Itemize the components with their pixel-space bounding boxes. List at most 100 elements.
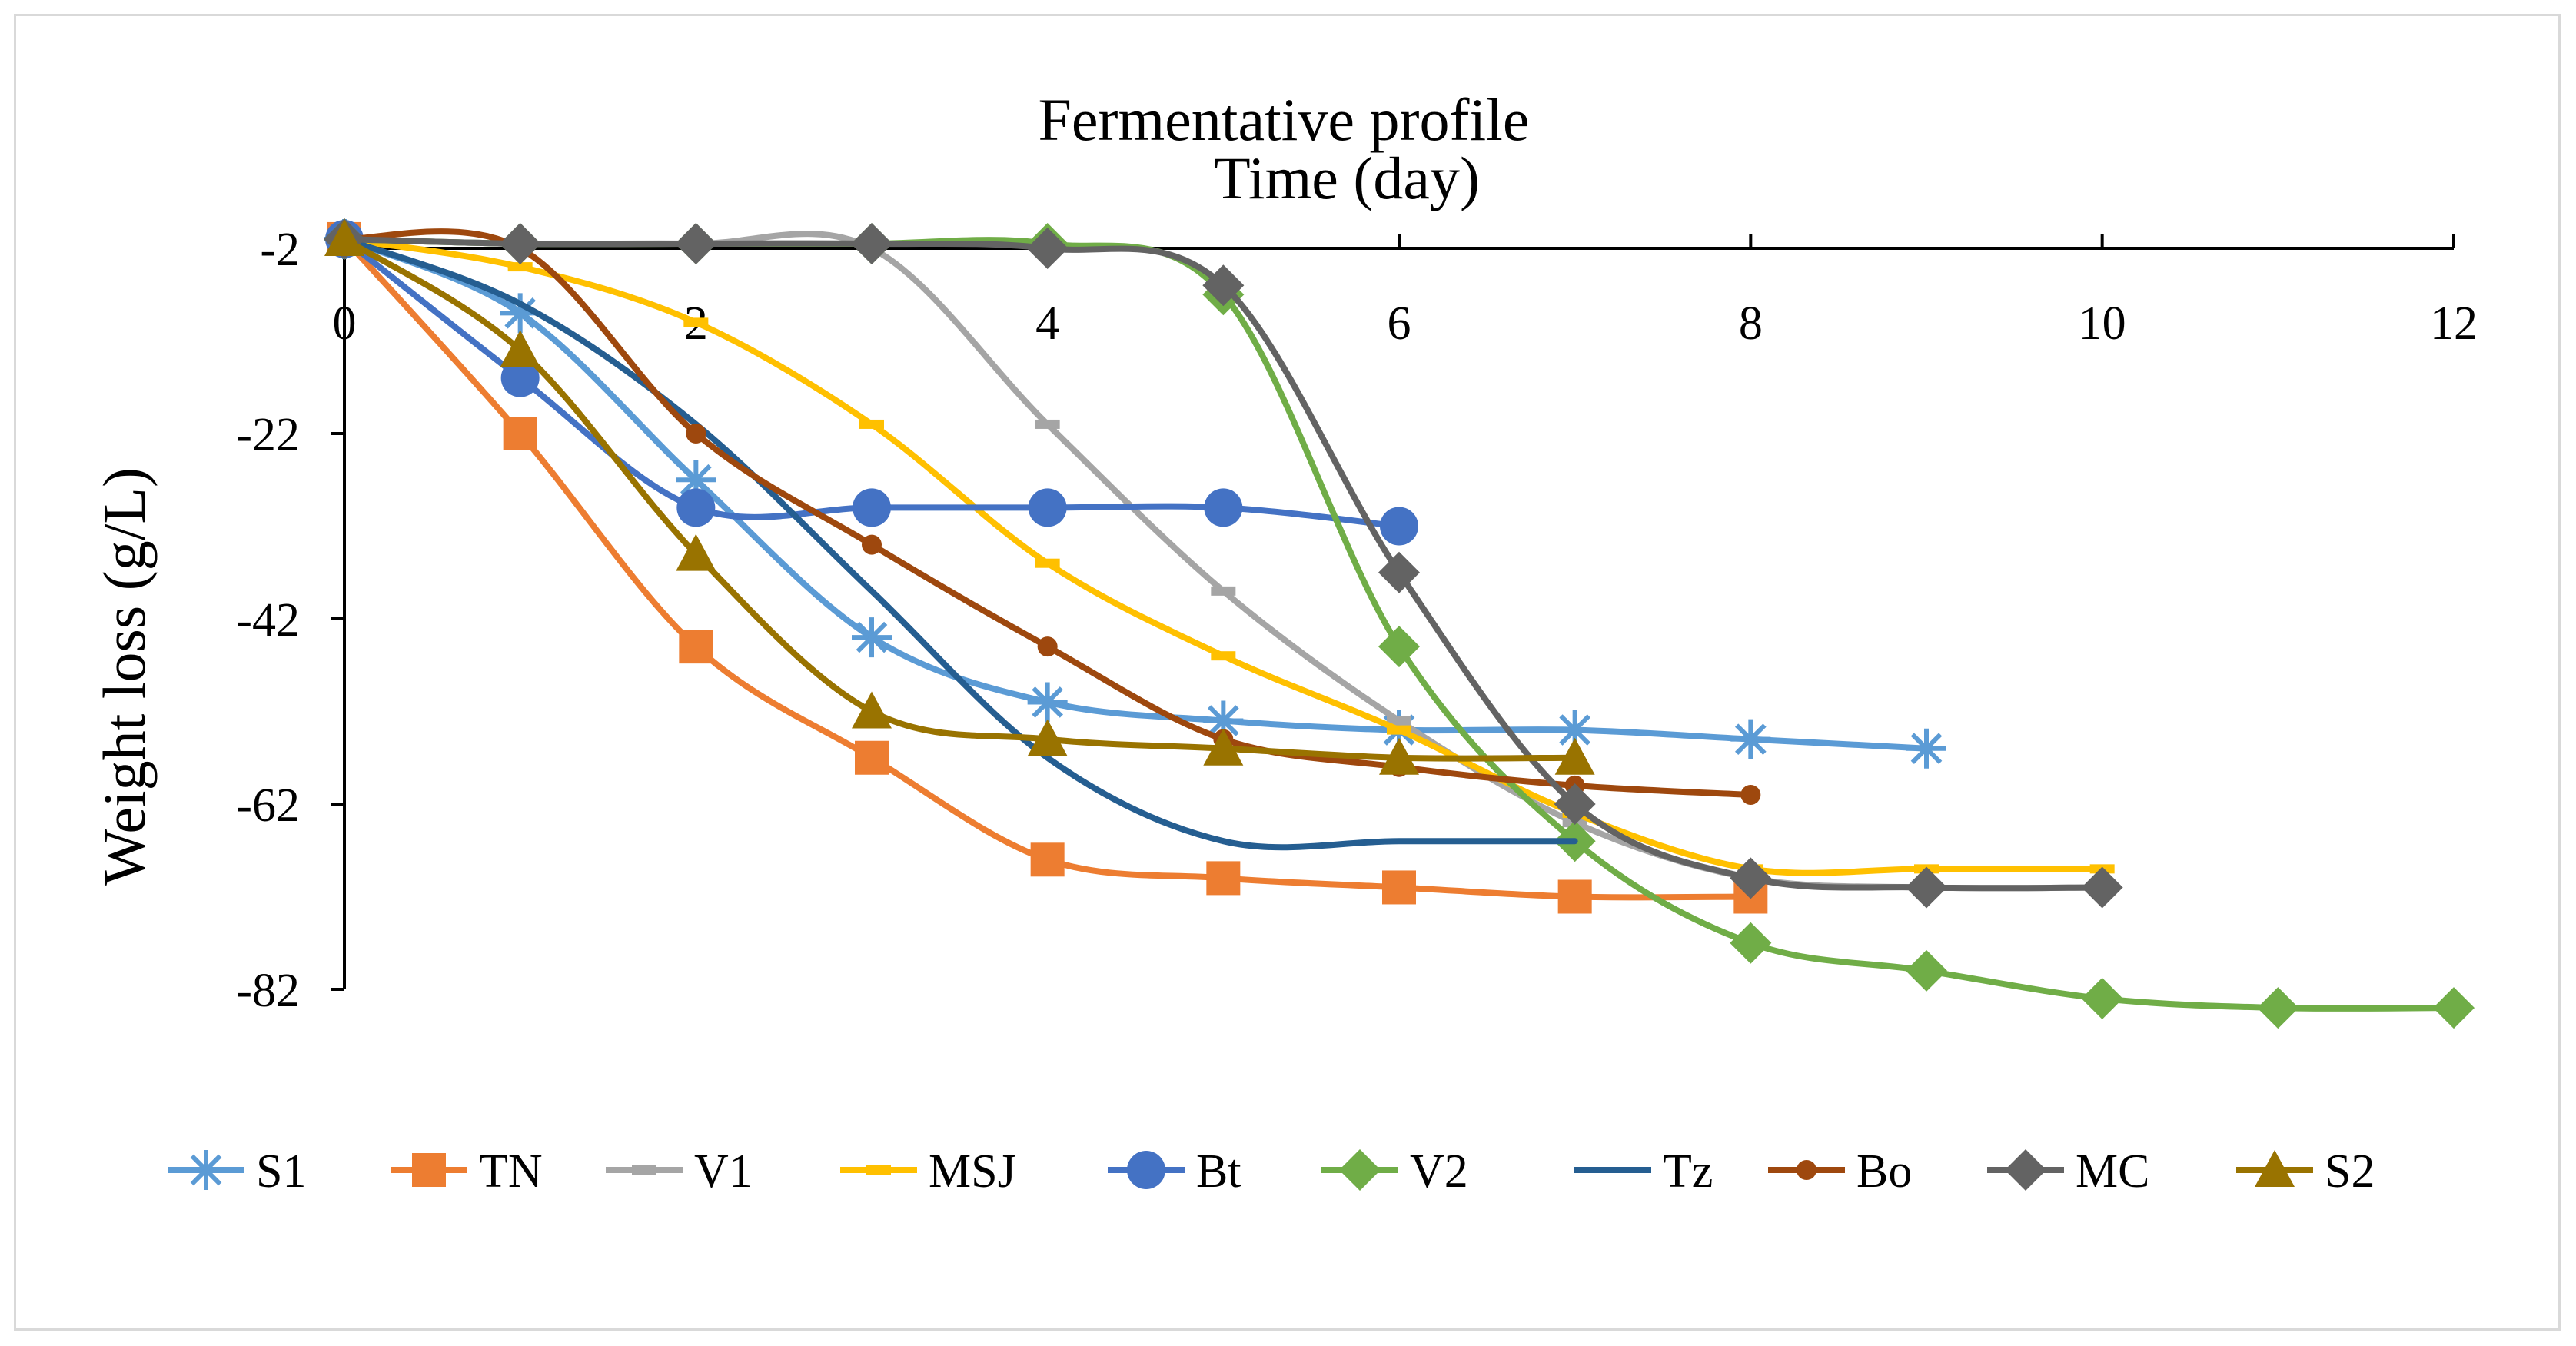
data-point — [1557, 879, 1592, 914]
chart-frame — [14, 14, 2561, 1331]
y-tick-label: -62 — [236, 779, 300, 832]
legend: S1 TN V1 MSJ Bt V2 Tz Bo MC S2 — [168, 1145, 2375, 1198]
data-point — [1554, 737, 1595, 775]
data-point — [1378, 551, 1420, 593]
legend-label: TN — [479, 1145, 543, 1198]
legend-item-bo: Bo — [1768, 1145, 1912, 1198]
series-line — [341, 228, 1754, 798]
legend-marker — [2255, 1150, 2295, 1187]
data-point — [1030, 842, 1065, 877]
x-tick-label: 4 — [1035, 297, 1059, 350]
legend-label: Bt — [1196, 1145, 1241, 1198]
data-point — [1202, 264, 1245, 307]
series-mc — [324, 218, 2123, 909]
legend-marker — [1339, 1149, 1381, 1191]
legend-item-s1: S1 — [168, 1145, 306, 1198]
series-line — [341, 235, 2106, 892]
data-point — [853, 488, 891, 527]
series-tn — [327, 221, 1768, 914]
data-point — [1027, 682, 1068, 723]
data-point — [1026, 228, 1069, 269]
series-line — [341, 235, 1578, 851]
data-point — [679, 630, 713, 664]
data-point — [852, 691, 892, 729]
legend-item-msj: MSJ — [840, 1145, 1016, 1198]
legend-label: V2 — [1410, 1145, 1468, 1198]
data-point — [676, 533, 716, 571]
data-point — [2433, 987, 2475, 1029]
data-point — [1906, 949, 1947, 992]
data-point — [1554, 783, 1596, 825]
legend-label: S1 — [256, 1145, 306, 1198]
data-point — [683, 317, 709, 327]
data-point — [500, 330, 540, 367]
data-point — [852, 617, 892, 658]
data-point — [1211, 651, 1236, 661]
data-point — [1387, 716, 1411, 726]
series-line — [341, 235, 1754, 901]
series-tz — [341, 235, 1578, 851]
legend-marker — [412, 1153, 446, 1187]
legend-marker — [2005, 1149, 2046, 1191]
star-stroke — [1032, 686, 1063, 718]
x-tick-label: 10 — [2079, 297, 2126, 350]
legend-label: V1 — [694, 1145, 753, 1198]
data-point — [499, 222, 541, 264]
legend-label: Tz — [1663, 1145, 1713, 1198]
legend-label: MSJ — [929, 1145, 1016, 1198]
x-axis-label: Time (day) — [1214, 145, 1480, 211]
data-point — [324, 218, 364, 256]
legend-item-tn: TN — [391, 1145, 543, 1198]
legend-label: MC — [2076, 1145, 2149, 1198]
data-point — [1730, 857, 1772, 899]
legend-marker — [1797, 1160, 1816, 1180]
series-v1 — [332, 231, 2115, 892]
data-point — [851, 222, 892, 264]
data-point — [1203, 728, 1244, 766]
data-point — [1206, 861, 1241, 896]
x-tick-label: 6 — [1388, 297, 1411, 350]
data-point — [1387, 725, 1411, 735]
legend-marker — [632, 1165, 656, 1175]
legend-marker — [186, 1150, 226, 1190]
data-point — [1035, 558, 1060, 568]
data-point — [1906, 728, 1946, 769]
legend-marker — [866, 1165, 891, 1175]
star-stroke — [1910, 733, 1943, 765]
star-stroke — [1559, 714, 1590, 746]
series-line — [341, 235, 1930, 752]
axes: 024681012-2-22-42-62-82 — [236, 224, 2478, 1017]
y-tick-label: -82 — [236, 965, 300, 1017]
y-tick-label: -22 — [236, 409, 300, 461]
data-point — [503, 417, 537, 450]
data-point — [675, 222, 717, 264]
series-msj — [332, 234, 2115, 876]
legend-item-v1: V1 — [606, 1145, 753, 1198]
data-point — [1204, 488, 1243, 527]
data-point — [1027, 719, 1068, 756]
star-stroke — [1208, 705, 1239, 736]
data-point — [1028, 488, 1067, 527]
data-point — [1035, 419, 1060, 429]
data-point — [1037, 636, 1058, 657]
legend-item-s2: S2 — [2236, 1145, 2375, 1198]
legend-label: Bo — [1856, 1145, 1912, 1198]
series-bt — [325, 219, 1418, 546]
data-point — [2081, 978, 2123, 1020]
legend-item-tz: Tz — [1574, 1145, 1713, 1198]
data-point — [1379, 737, 1419, 775]
star-stroke — [504, 297, 536, 329]
data-point — [500, 358, 540, 397]
legend-marker — [1127, 1151, 1165, 1189]
series-s2 — [324, 218, 1595, 775]
x-tick-label: 8 — [1739, 297, 1763, 350]
data-point — [676, 488, 716, 527]
data-point — [2257, 987, 2299, 1029]
data-point — [1380, 507, 1418, 546]
data-point — [507, 262, 533, 272]
series-line — [341, 235, 1578, 762]
chart-title: Fermentative profile — [1039, 86, 1530, 153]
data-point — [1378, 626, 1420, 668]
legend-item-v2: V2 — [1321, 1145, 1468, 1198]
